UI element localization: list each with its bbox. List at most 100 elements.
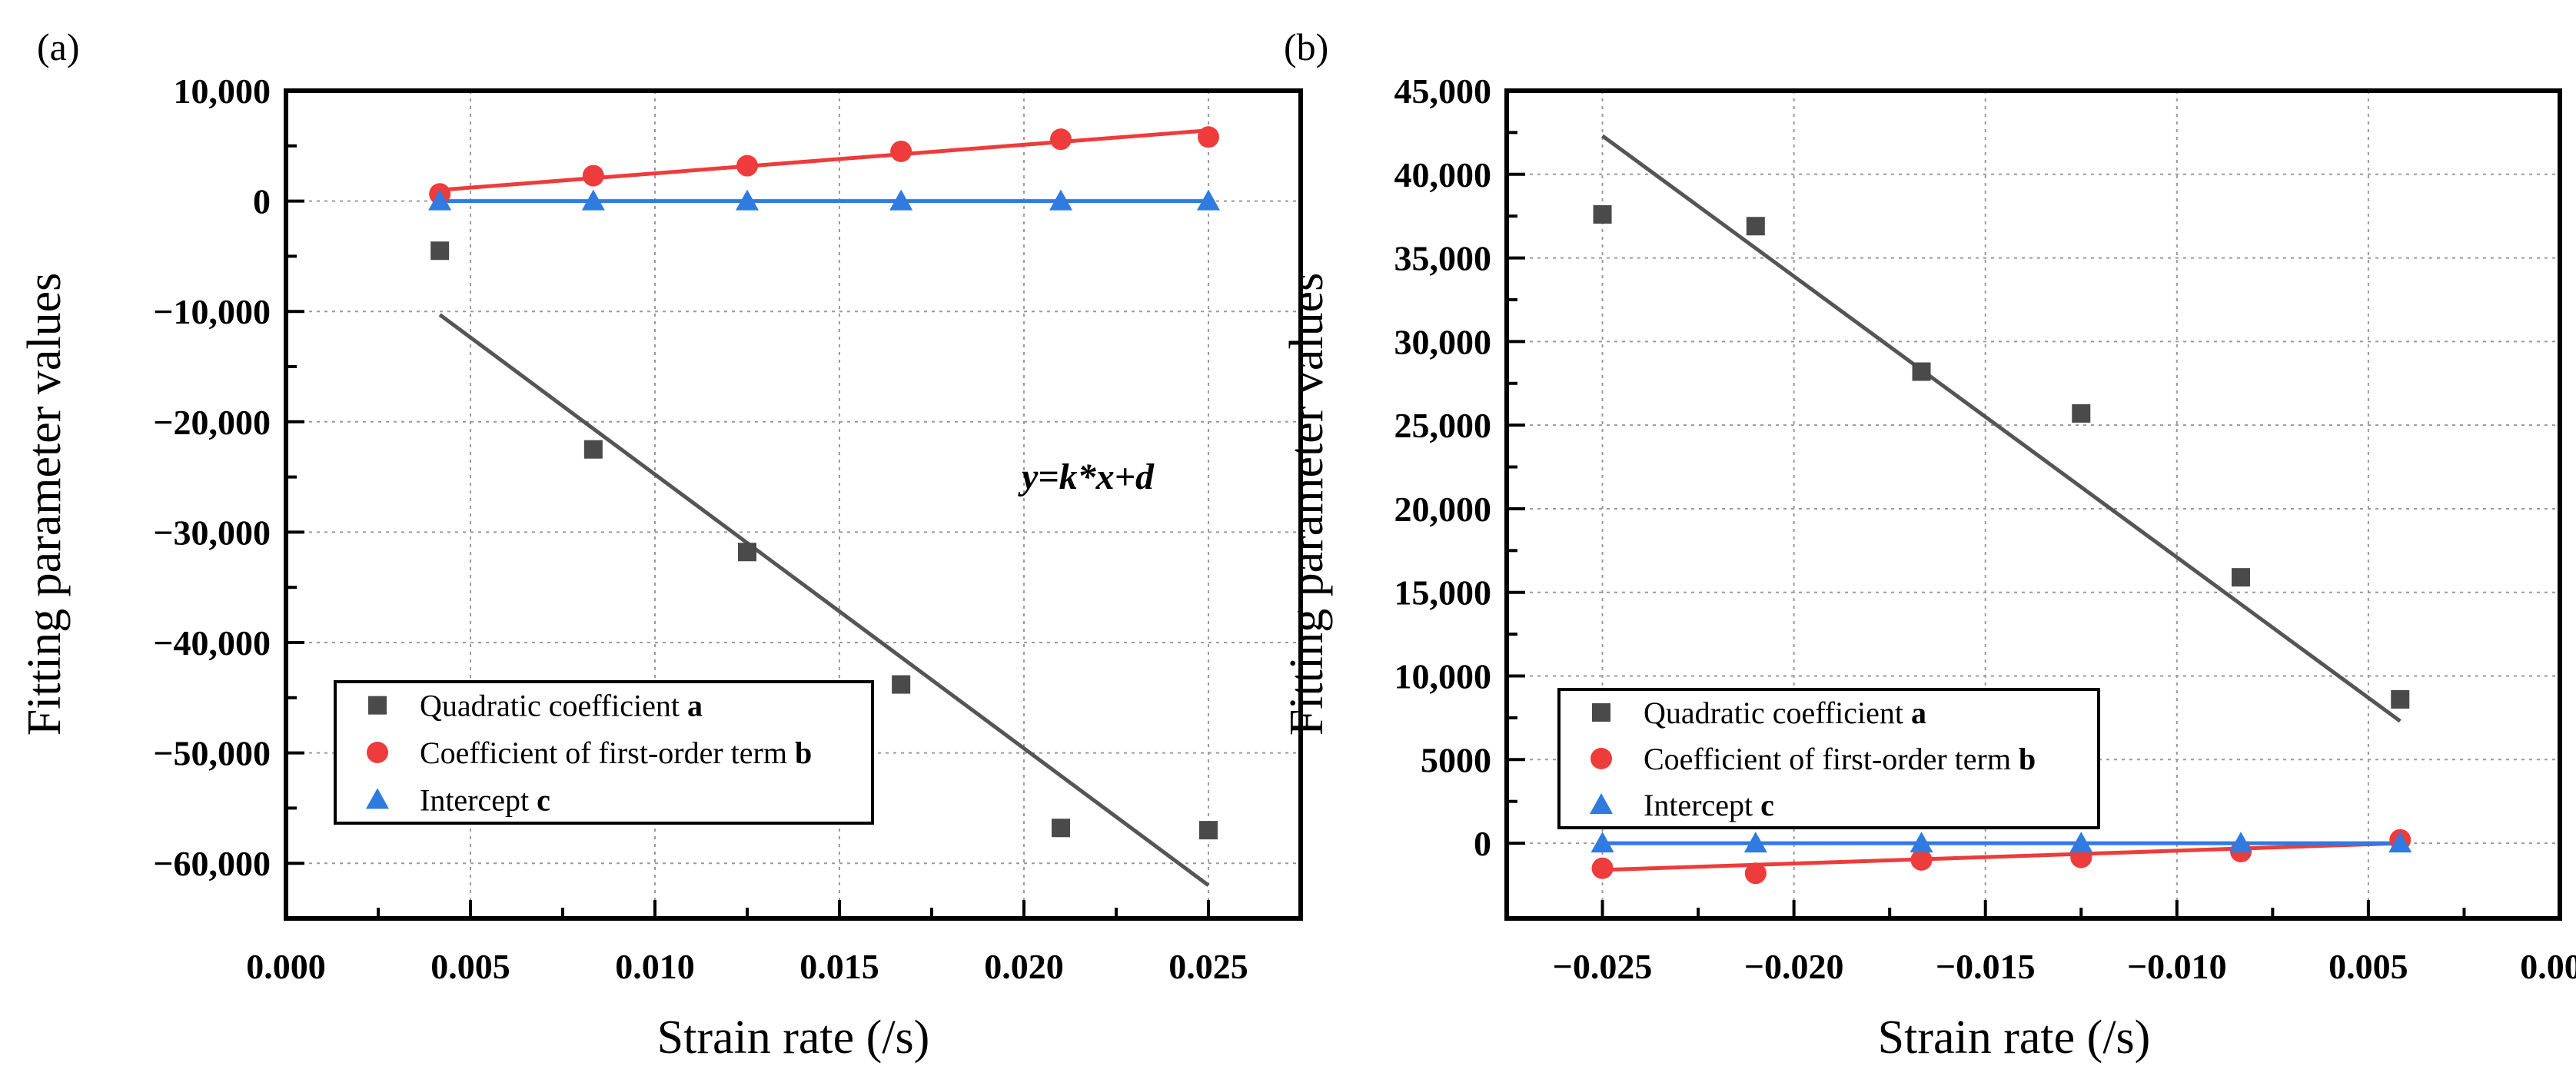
legend-label: Quadratic coefficient a	[1644, 696, 1926, 730]
data-point-triangle	[581, 189, 605, 211]
data-point-circle	[1591, 857, 1614, 879]
legend-label-text: Coefficient of first-order term	[420, 736, 787, 770]
data-point-square	[1199, 821, 1218, 840]
data-point-square	[2391, 689, 2410, 709]
data-point-square	[430, 241, 450, 261]
legend-label-space	[1903, 696, 1911, 730]
x-tick-label: 0.015	[799, 947, 879, 986]
legend-label: Quadratic coefficient a	[420, 689, 703, 723]
legend-label-space	[680, 689, 687, 723]
panel-label: (b)	[1284, 25, 1328, 68]
y-tick-label: 35,000	[1394, 239, 1492, 278]
data-point-triangle	[1197, 189, 1220, 211]
legend-label: Intercept c	[420, 782, 550, 817]
x-axis-title: Strain rate (/s)	[1878, 1011, 2151, 1064]
y-tick-label: 45,000	[1394, 71, 1492, 111]
panel-label: (a)	[37, 25, 80, 68]
data-point-square	[2072, 404, 2091, 423]
legend-label-text: Quadratic coefficient	[420, 689, 680, 723]
legend-label-bold: a	[1911, 696, 1926, 730]
data-point-square	[1912, 362, 1931, 381]
y-tick-label: 10,000	[1394, 657, 1492, 696]
legend-label-space	[2011, 742, 2019, 776]
data-point-triangle	[428, 189, 452, 211]
x-tick-label: 0.025	[1168, 947, 1248, 986]
data-point-square	[2232, 568, 2251, 587]
fit-line-circle	[1602, 841, 2401, 872]
y-tick-label: 20,000	[1394, 490, 1492, 529]
y-tick-label: 0	[253, 182, 271, 221]
legend-label-bold: a	[687, 689, 703, 723]
legend-box	[334, 680, 874, 825]
data-point-triangle	[2388, 832, 2412, 853]
legend-label-text: Intercept	[420, 782, 529, 817]
legend-marker-square	[1592, 703, 1610, 722]
legend-marker-circle	[1590, 748, 1612, 769]
data-point-triangle	[1590, 832, 1614, 853]
data-point-square	[583, 440, 603, 459]
legend-marker-triangle	[366, 788, 389, 809]
data-point-circle	[582, 164, 604, 187]
y-tick-label: 15,000	[1394, 573, 1492, 613]
data-point-circle	[890, 140, 912, 162]
x-tick-label: 0.005	[2328, 947, 2408, 986]
data-point-circle	[736, 154, 758, 177]
y-axis-title: Fitting parameter values	[1281, 273, 1333, 736]
x-tick-label: −0.010	[2127, 947, 2227, 986]
legend: Quadratic coefficient a Coefficient of fi…	[334, 680, 874, 825]
panel-a: (a) 0.000 0.005 0.010 0.015 0.020 0.025 10,000 0…	[18, 25, 1303, 1064]
data-point-triangle	[2229, 832, 2253, 853]
y-tick-label: 10,000	[174, 71, 271, 111]
legend: Quadratic coefficient a Coefficient of fi…	[1557, 688, 2100, 829]
y-tick-label: −30,000	[153, 513, 271, 552]
x-tick-label: 0.000	[246, 947, 326, 986]
data-point-triangle	[1049, 189, 1072, 211]
y-tick-label: 30,000	[1394, 322, 1492, 361]
data-point-triangle	[1910, 832, 1933, 853]
fit-line-circle	[439, 128, 1209, 192]
y-tick-label: −50,000	[153, 734, 271, 773]
y-tick-label: −40,000	[153, 623, 271, 663]
legend-label: Coefficient of first-order term b	[1644, 742, 2036, 776]
data-point-square	[1746, 217, 1765, 236]
legend-label-space	[787, 736, 795, 770]
legend-label-bold: c	[537, 782, 550, 817]
data-point-circle	[1050, 128, 1072, 151]
y-tick-label: −10,000	[153, 292, 271, 331]
x-tick-label: −0.025	[1553, 947, 1653, 986]
data-point-square	[892, 675, 911, 694]
fit-line-square	[438, 313, 1210, 887]
data-point-circle	[1198, 126, 1219, 148]
x-tick-label: 0.010	[615, 947, 695, 986]
data-point-square	[738, 543, 756, 562]
plot-frame	[284, 88, 1303, 921]
data-point-circle	[1744, 862, 1767, 885]
legend-label-space	[529, 782, 537, 817]
data-point-square	[1052, 819, 1070, 838]
data-point-square	[1593, 205, 1612, 224]
legend-label-text: Quadratic coefficient	[1644, 696, 1903, 730]
y-tick-label: 0	[1474, 824, 1491, 863]
legend-label-bold: b	[2019, 742, 2036, 776]
legend-marker-circle	[367, 742, 388, 763]
legend-label-text: Intercept	[1644, 788, 1753, 822]
data-point-triangle	[736, 189, 759, 211]
data-point-triangle	[2069, 832, 2093, 853]
legend-label-space	[1753, 788, 1760, 822]
data-point-triangle	[889, 189, 913, 211]
y-tick-label: 5000	[1421, 740, 1491, 779]
legend-marker-square	[368, 696, 387, 715]
plot-frame	[1504, 88, 2562, 921]
x-tick-label: 0.005	[430, 947, 510, 986]
y-tick-label: −60,000	[153, 844, 271, 883]
x-axis-title: Strain rate (/s)	[657, 1011, 930, 1064]
y-tick-label: 40,000	[1394, 155, 1492, 194]
legend-box	[1557, 688, 2100, 829]
x-tick-label: 0.020	[984, 947, 1064, 986]
legend-label-text: Coefficient of first-order term	[1644, 742, 2011, 776]
x-tick-label: −0.015	[1936, 947, 2036, 986]
legend-label: Coefficient of first-order term b	[420, 736, 812, 770]
data-point-circle	[1910, 849, 1933, 871]
